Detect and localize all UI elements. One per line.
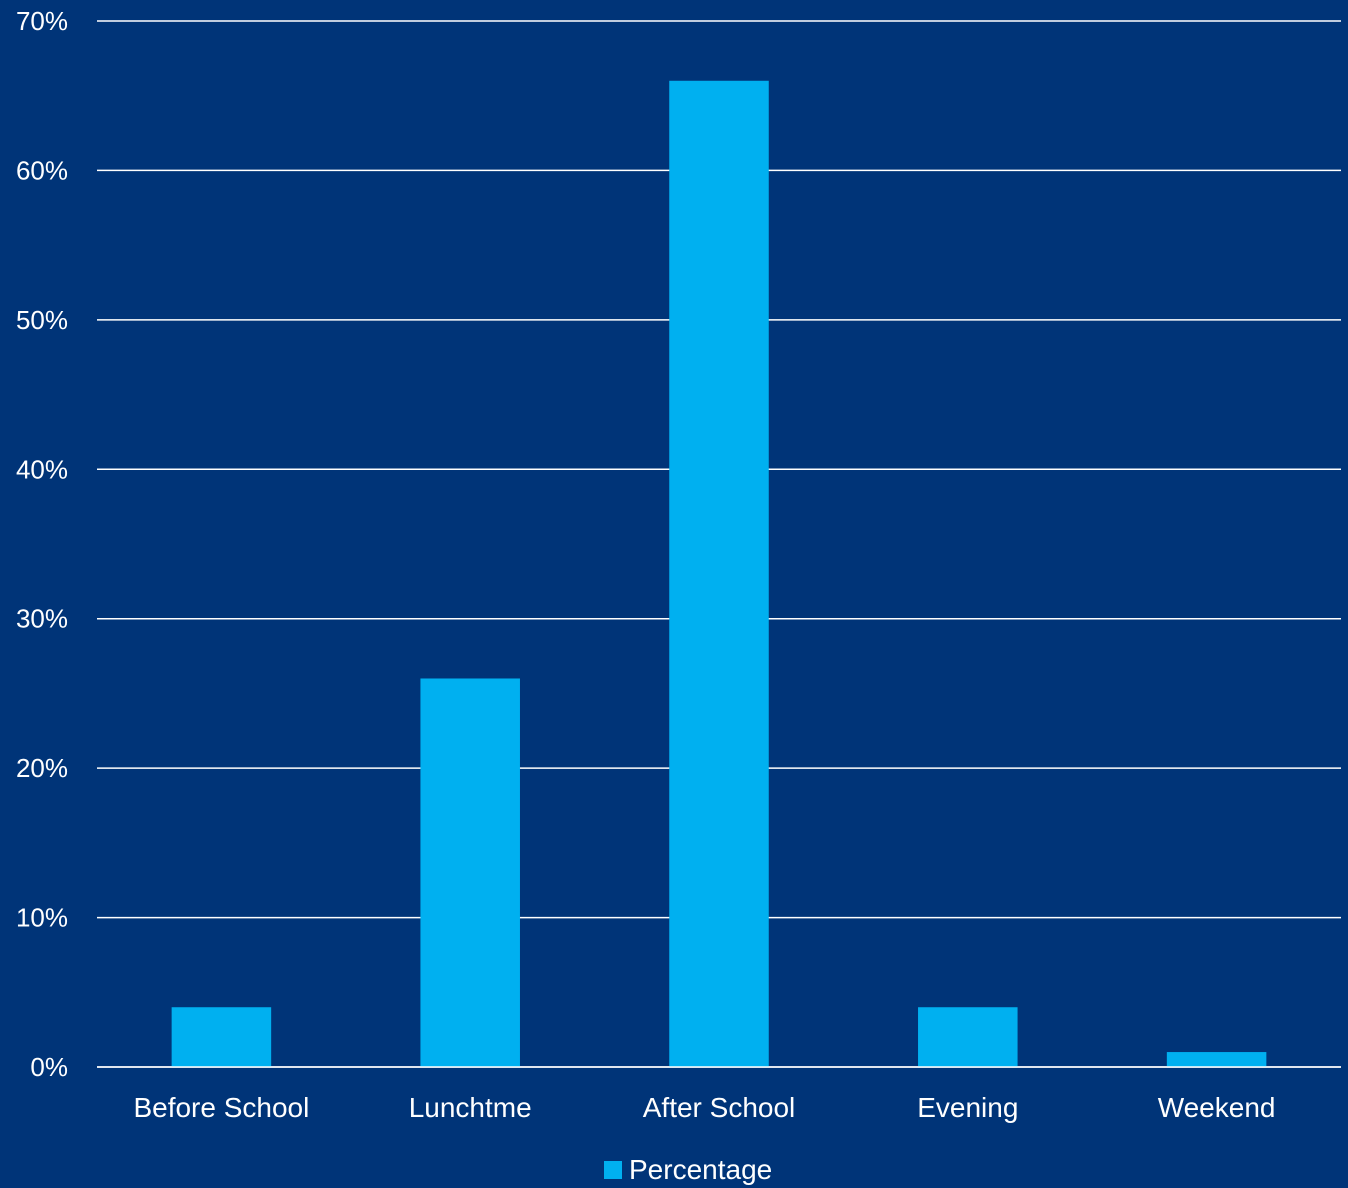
bar-after-school: [669, 80, 769, 1068]
y-tick-label: 40%: [16, 454, 68, 484]
y-tick-label: 30%: [16, 604, 68, 634]
x-axis-ticks: Before School Lunchtme After School Evening…: [133, 1092, 1275, 1123]
y-tick-label: 0%: [30, 1052, 68, 1082]
y-tick-label: 70%: [16, 6, 68, 36]
bars: [97, 80, 1341, 1068]
bar-weekend: [1166, 1052, 1267, 1067]
y-tick-label: 20%: [16, 753, 68, 783]
bar-evening: [918, 1007, 1018, 1067]
legend-swatch-percentage: [604, 1161, 622, 1179]
x-tick-label: Lunchtme: [409, 1092, 532, 1123]
x-tick-label: Evening: [917, 1092, 1018, 1123]
legend-label-percentage: Percentage: [629, 1154, 772, 1185]
x-tick-label: Weekend: [1158, 1092, 1276, 1123]
y-axis-ticks: 0% 10% 20% 30% 40% 50% 60% 70%: [16, 6, 68, 1082]
legend: Percentage: [604, 1154, 772, 1185]
y-tick-label: 10%: [16, 903, 68, 933]
x-tick-label: Before School: [133, 1092, 309, 1123]
y-tick-label: 50%: [16, 305, 68, 335]
bar-lunchtme: [420, 678, 520, 1067]
bar-before-school: [171, 1007, 272, 1067]
y-tick-label: 60%: [16, 155, 68, 185]
x-tick-label: After School: [643, 1092, 796, 1123]
